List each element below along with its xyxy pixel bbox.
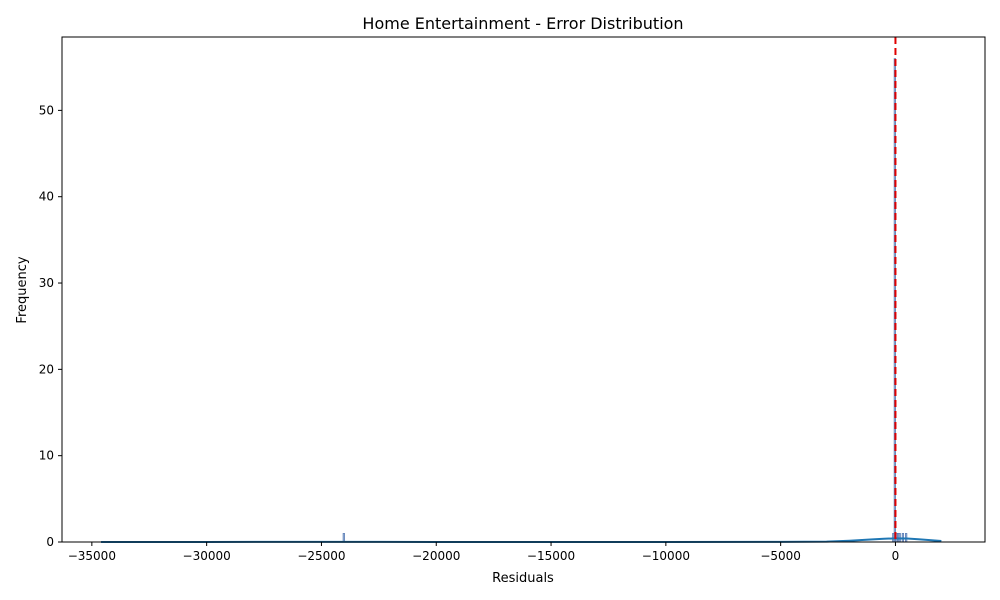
y-tick-label: 40 bbox=[39, 190, 54, 204]
chart-title: Home Entertainment - Error Distribution bbox=[362, 14, 683, 33]
x-tick-label: −20000 bbox=[412, 549, 460, 563]
y-tick-label: 0 bbox=[46, 535, 54, 549]
y-axis-label: Frequency bbox=[15, 256, 30, 323]
x-tick-label: −35000 bbox=[68, 549, 116, 563]
x-tick-label: −15000 bbox=[527, 549, 575, 563]
x-tick-label: −5000 bbox=[760, 549, 801, 563]
x-tick-label: −30000 bbox=[183, 549, 231, 563]
histogram-bar bbox=[342, 533, 345, 543]
y-tick-label: 50 bbox=[39, 103, 54, 117]
x-tick-label: 0 bbox=[892, 549, 900, 563]
y-axis: 0 10 20 30 40 50 bbox=[39, 103, 62, 549]
y-tick-label: 30 bbox=[39, 276, 54, 290]
y-tick-label: 10 bbox=[39, 449, 54, 463]
x-axis: −35000 −30000 −25000 −20000 −15000 −10000 −500… bbox=[68, 542, 900, 563]
x-tick-label: −10000 bbox=[642, 549, 690, 563]
x-axis-label: Residuals bbox=[492, 571, 554, 586]
x-tick-label: −25000 bbox=[297, 549, 345, 563]
axes-frame bbox=[61, 36, 986, 543]
y-tick-label: 20 bbox=[39, 362, 54, 376]
